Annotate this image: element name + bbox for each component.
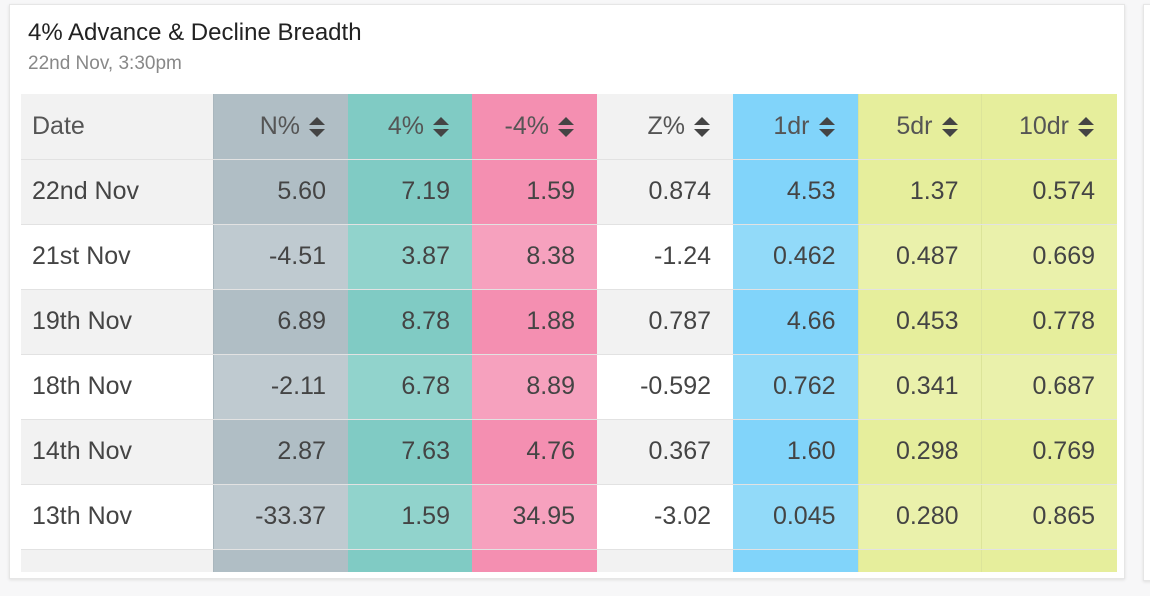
cell-date: 18th Nov	[21, 354, 213, 420]
cell-1dr: 0.762	[733, 354, 858, 420]
cell-minus-4pct: 1.59	[472, 159, 597, 225]
cell-n-pct: -4.51	[212, 224, 348, 290]
table-header-row: Date N% 4% -4% Z% 1dr 5dr 10dr	[21, 94, 1117, 160]
cell-n-pct	[212, 549, 348, 572]
sort-updown-icon[interactable]	[818, 116, 836, 138]
cell-10dr	[980, 549, 1117, 572]
table-row[interactable]: 22nd Nov 5.60 7.19 1.59 0.874 4.53 1.37 0.574	[21, 159, 1117, 225]
table-row-partial	[21, 549, 1117, 572]
cell-n-pct: 2.87	[212, 419, 348, 485]
cell-date: 13th Nov	[21, 484, 213, 550]
table-row[interactable]: 21st Nov -4.51 3.87 8.38 -1.24 0.462 0.487 0.66…	[21, 224, 1117, 290]
cell-1dr	[733, 549, 858, 572]
cell-z-pct: -0.592	[597, 354, 733, 420]
sort-updown-icon[interactable]	[308, 116, 326, 138]
cell-4pct: 7.19	[348, 159, 472, 225]
widget-timestamp: 22nd Nov, 3:30pm	[28, 53, 182, 74]
sort-updown-icon[interactable]	[941, 116, 959, 138]
cell-n-pct: 6.89	[212, 289, 348, 355]
breadth-widget: 4% Advance & Decline Breadth 22nd Nov, 3…	[9, 4, 1125, 579]
cell-z-pct: 0.874	[597, 159, 733, 225]
breadth-table: Date N% 4% -4% Z% 1dr 5dr 10dr 22nd Nov 5…	[21, 94, 1117, 572]
cell-1dr: 0.045	[733, 484, 858, 550]
cell-10dr: 0.865	[980, 484, 1117, 550]
sort-updown-icon[interactable]	[1077, 116, 1095, 138]
cell-z-pct: 0.787	[597, 289, 733, 355]
cell-10dr: 0.669	[980, 224, 1117, 290]
column-label: 1dr	[773, 111, 810, 140]
cell-5dr: 0.487	[857, 224, 981, 290]
cell-minus-4pct: 8.89	[472, 354, 597, 420]
cell-date: 14th Nov	[21, 419, 213, 485]
cell-date: 22nd Nov	[21, 159, 213, 225]
column-header-4pct[interactable]: 4%	[348, 94, 472, 160]
column-header-n-pct[interactable]: N%	[212, 94, 348, 160]
column-label: Date	[32, 111, 85, 140]
column-header-z-pct[interactable]: Z%	[597, 94, 733, 160]
column-header-date[interactable]: Date	[21, 94, 213, 160]
cell-5dr: 0.341	[857, 354, 981, 420]
column-label: 5dr	[896, 111, 933, 140]
cell-5dr: 0.298	[857, 419, 981, 485]
cell-z-pct: -3.02	[597, 484, 733, 550]
cell-n-pct: -33.37	[212, 484, 348, 550]
sort-updown-icon[interactable]	[557, 116, 575, 138]
cell-4pct: 7.63	[348, 419, 472, 485]
cell-4pct: 8.78	[348, 289, 472, 355]
table-row[interactable]: 18th Nov -2.11 6.78 8.89 -0.592 0.762 0.341 0.6…	[21, 354, 1117, 420]
cell-minus-4pct: 4.76	[472, 419, 597, 485]
cell-1dr: 0.462	[733, 224, 858, 290]
cell-minus-4pct: 8.38	[472, 224, 597, 290]
breadth-table-container[interactable]: Date N% 4% -4% Z% 1dr 5dr 10dr 22nd Nov 5…	[21, 94, 1117, 572]
table-row[interactable]: 13th Nov -33.37 1.59 34.95 -3.02 0.045 0.280 0.…	[21, 484, 1117, 550]
cell-date: 19th Nov	[21, 289, 213, 355]
column-label: -4%	[504, 111, 549, 140]
column-label: N%	[259, 111, 300, 140]
cell-10dr: 0.687	[980, 354, 1117, 420]
cell-4pct: 1.59	[348, 484, 472, 550]
cell-4pct: 3.87	[348, 224, 472, 290]
column-header-10dr[interactable]: 10dr	[980, 94, 1117, 160]
column-label: Z%	[647, 111, 686, 140]
cell-4pct	[348, 549, 472, 572]
widget-title: 4% Advance & Decline Breadth	[28, 19, 362, 46]
column-header-5dr[interactable]: 5dr	[857, 94, 981, 160]
cell-n-pct: 5.60	[212, 159, 348, 225]
sort-updown-icon[interactable]	[693, 116, 711, 138]
cell-date: 21st Nov	[21, 224, 213, 290]
cell-4pct: 6.78	[348, 354, 472, 420]
cell-10dr: 0.778	[980, 289, 1117, 355]
cell-5dr: 1.37	[857, 159, 981, 225]
cell-n-pct: -2.11	[212, 354, 348, 420]
cell-1dr: 4.66	[733, 289, 858, 355]
cell-minus-4pct: 34.95	[472, 484, 597, 550]
column-label: 4%	[387, 111, 424, 140]
cell-5dr: 0.453	[857, 289, 981, 355]
cell-1dr: 4.53	[733, 159, 858, 225]
table-row[interactable]: 19th Nov 6.89 8.78 1.88 0.787 4.66 0.453 0.778	[21, 289, 1117, 355]
table-row[interactable]: 14th Nov 2.87 7.63 4.76 0.367 1.60 0.298 0.769	[21, 419, 1117, 485]
cell-5dr: 0.280	[857, 484, 981, 550]
cell-minus-4pct	[472, 549, 597, 572]
sort-updown-icon[interactable]	[432, 116, 450, 138]
adjacent-widget-edge	[1143, 4, 1150, 581]
cell-1dr: 1.60	[733, 419, 858, 485]
cell-5dr	[857, 549, 981, 572]
column-header-1dr[interactable]: 1dr	[733, 94, 858, 160]
cell-minus-4pct: 1.88	[472, 289, 597, 355]
cell-z-pct: 0.367	[597, 419, 733, 485]
cell-z-pct: -1.24	[597, 224, 733, 290]
column-label: 10dr	[1018, 111, 1069, 140]
cell-z-pct	[597, 549, 733, 572]
column-header-minus-4pct[interactable]: -4%	[472, 94, 597, 160]
cell-10dr: 0.574	[980, 159, 1117, 225]
cell-10dr: 0.769	[980, 419, 1117, 485]
cell-date	[21, 549, 213, 572]
